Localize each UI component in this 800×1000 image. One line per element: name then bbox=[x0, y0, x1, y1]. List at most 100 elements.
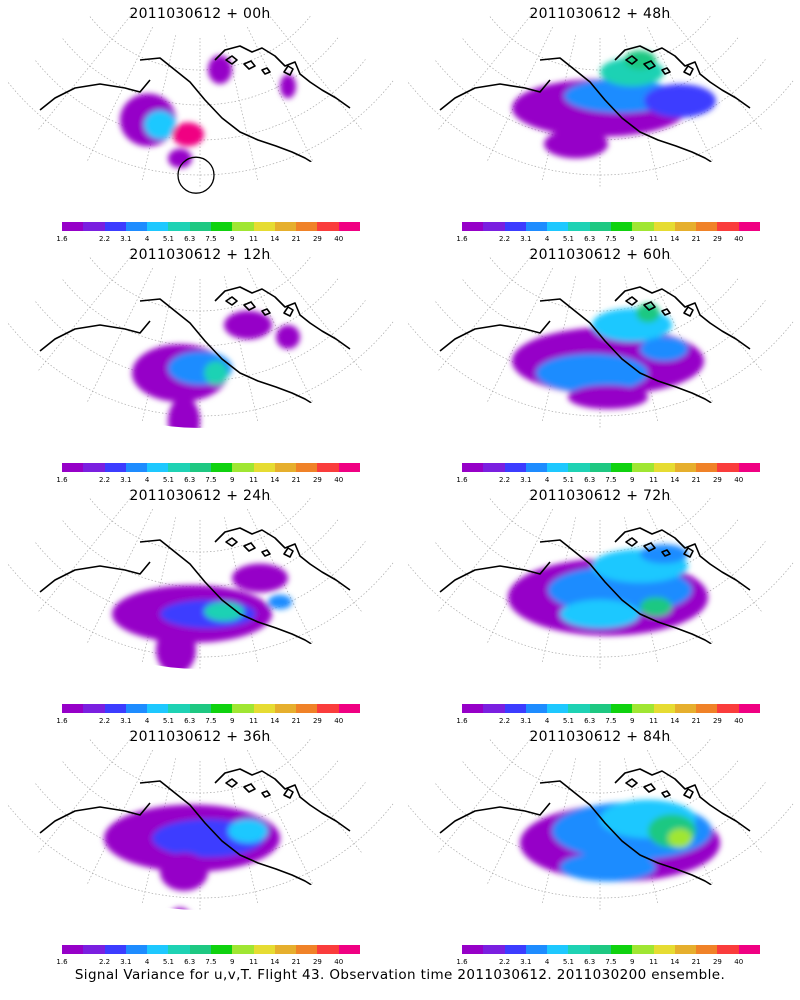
colorbar-swatch bbox=[83, 222, 105, 231]
colorbar-tick-label: 29 bbox=[712, 476, 722, 484]
latitude-line bbox=[406, 80, 794, 176]
colorbar-tick-label: 7.5 bbox=[205, 235, 217, 243]
coastline bbox=[214, 768, 351, 832]
latitude-line bbox=[89, 256, 311, 312]
colorbar-tick-label: 4 bbox=[144, 476, 150, 484]
colorbar-swatch bbox=[632, 945, 654, 954]
colorbar-tick-label: 3.1 bbox=[520, 235, 532, 243]
colorbar-swatch bbox=[589, 463, 611, 472]
coastline bbox=[614, 45, 751, 109]
coastline bbox=[614, 768, 751, 832]
colorbar-swatch bbox=[717, 463, 739, 472]
colorbar-tick-label: 4 bbox=[144, 235, 150, 243]
colorbar-swatch bbox=[462, 222, 484, 231]
longitude-line bbox=[267, 736, 363, 853]
coastline bbox=[261, 790, 271, 798]
coastline bbox=[661, 549, 671, 557]
colorbar-swatch bbox=[296, 945, 318, 954]
longitude-line bbox=[267, 13, 363, 130]
colorbar-tick-label: 4 bbox=[544, 476, 550, 484]
colorbar-swatch bbox=[483, 945, 505, 954]
variance-blob bbox=[640, 597, 672, 617]
coastline bbox=[625, 537, 638, 547]
colorbar-swatch bbox=[696, 704, 718, 713]
colorbar-tick-label: 21 bbox=[691, 717, 701, 725]
colorbar-labels: 1.6 2.2 3.1 4 5.1 6.3 7.5 9 11 14 21 29 40 bbox=[456, 958, 760, 968]
variance-blob bbox=[228, 819, 268, 843]
colorbar-swatch bbox=[83, 704, 105, 713]
colorbar-swatch bbox=[610, 222, 633, 231]
colorbar-tick-label: 1.6 bbox=[456, 476, 468, 484]
colorbar-swatch bbox=[653, 222, 675, 231]
variance-field bbox=[112, 563, 292, 670]
coastline bbox=[539, 780, 731, 900]
coastline bbox=[683, 788, 694, 799]
colorbar-tick-label: 4 bbox=[544, 958, 550, 966]
colorbar-labels: 1.6 2.2 3.1 4 5.1 6.3 7.5 9 11 14 21 29 40 bbox=[56, 476, 360, 486]
colorbar-swatch bbox=[168, 222, 190, 231]
coastline bbox=[39, 561, 151, 593]
colorbar-swatch bbox=[338, 222, 360, 231]
colorbar-labels: 1.6 2.2 3.1 4 5.1 6.3 7.5 9 11 14 21 29 40 bbox=[456, 235, 760, 245]
colorbar-tick-label: 3.1 bbox=[120, 476, 132, 484]
colorbar-tick-label: 40 bbox=[334, 476, 344, 484]
coastline bbox=[261, 308, 271, 316]
colorbar-tick-label: 1.6 bbox=[56, 717, 68, 725]
colorbar-tick-label: 3.1 bbox=[520, 958, 532, 966]
colorbar-swatch bbox=[232, 945, 254, 954]
colorbar-swatch bbox=[547, 463, 569, 472]
variance-blob bbox=[204, 361, 228, 385]
coastline bbox=[683, 306, 694, 317]
colorbar-swatch bbox=[147, 463, 169, 472]
colorbar-swatch bbox=[738, 945, 760, 954]
colorbar-tick-label: 2.2 bbox=[98, 958, 111, 966]
colorbar-swatch bbox=[696, 945, 718, 954]
coastline bbox=[139, 57, 331, 177]
map-panel: 2011030612 + 60h 1.6 2.2 3.1 4 5.1 6.3 7.5 9 11 14… bbox=[400, 241, 800, 484]
colorbar-tick-label: 14 bbox=[270, 235, 280, 243]
colorbar-tick-label: 21 bbox=[291, 235, 301, 243]
coastline bbox=[283, 306, 294, 317]
variance-field bbox=[132, 310, 300, 429]
colorbar bbox=[62, 222, 360, 231]
coastline bbox=[439, 320, 551, 352]
colorbar-tick-label: 5.1 bbox=[562, 235, 574, 243]
longitude-line bbox=[87, 267, 153, 403]
longitude-line bbox=[487, 267, 553, 403]
coastline bbox=[243, 783, 256, 793]
colorbar-tick-label: 29 bbox=[712, 958, 722, 966]
latitude-line bbox=[6, 80, 394, 176]
longitude-line bbox=[487, 26, 553, 162]
colorbar-tick-label: 40 bbox=[734, 717, 744, 725]
colorbar-tick-label: 6.3 bbox=[584, 235, 596, 243]
coastline bbox=[139, 780, 331, 900]
latitude-line bbox=[489, 256, 711, 312]
panel-title: 2011030612 + 72h bbox=[529, 488, 671, 504]
colorbar-swatch bbox=[462, 463, 484, 472]
colorbar-swatch bbox=[462, 945, 484, 954]
colorbar-tick-label: 2.2 bbox=[98, 476, 111, 484]
variance-blob bbox=[168, 148, 192, 168]
map-panel: 2011030612 + 72h 1.6 2.2 3.1 4 5.1 6.3 7.5 9 11 14… bbox=[400, 482, 800, 725]
variance-blob bbox=[536, 353, 648, 393]
colorbar-swatch bbox=[610, 463, 633, 472]
colorbar-tick-label: 4 bbox=[544, 717, 550, 725]
colorbar-tick-label: 1.6 bbox=[456, 717, 468, 725]
colorbar-tick-label: 5.1 bbox=[562, 476, 574, 484]
latitude-line bbox=[489, 15, 711, 71]
colorbar-swatch bbox=[589, 704, 611, 713]
colorbar-swatch bbox=[738, 463, 760, 472]
coastline bbox=[261, 549, 271, 557]
colorbar-tick-label: 21 bbox=[691, 235, 701, 243]
colorbar-tick-label: 2.2 bbox=[498, 958, 511, 966]
colorbar-swatch bbox=[62, 222, 84, 231]
longitude-line bbox=[437, 736, 533, 853]
colorbar-swatch bbox=[674, 945, 697, 954]
variance-field bbox=[508, 544, 708, 636]
polar-map bbox=[6, 254, 394, 429]
colorbar-swatch bbox=[525, 704, 548, 713]
colorbar-tick-label: 40 bbox=[734, 958, 744, 966]
latitude-line bbox=[6, 562, 394, 658]
colorbar-tick-label: 40 bbox=[734, 235, 744, 243]
colorbar-tick-label: 14 bbox=[270, 717, 280, 725]
